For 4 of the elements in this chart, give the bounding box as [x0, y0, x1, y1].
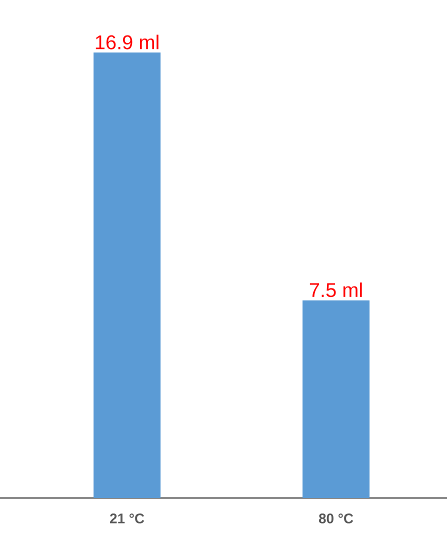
x-tick-label: 80 °C [318, 514, 354, 524]
data-label: 7.5 ml [310, 282, 362, 298]
x-tick-label: 21 °C [110, 514, 144, 524]
data-label: 16.9 ml [96, 34, 158, 50]
